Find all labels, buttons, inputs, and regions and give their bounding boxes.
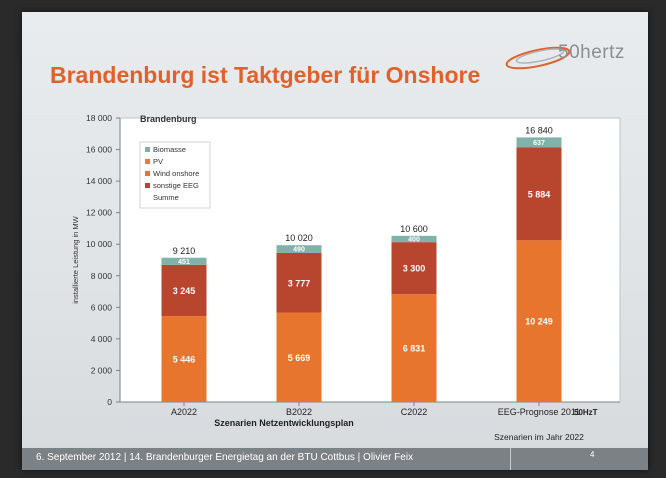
y-tick-label: 8 000: [91, 271, 113, 281]
y-tick-label: 4 000: [91, 334, 113, 344]
x-axis-label-right: Szenarien im Jahr 2022: [494, 432, 584, 442]
y-tick-label: 2 000: [91, 365, 113, 375]
y-tick-label: 14 000: [86, 176, 112, 186]
bar-segment: [161, 257, 207, 265]
footer-separator: [510, 448, 511, 470]
bar-value-label: 490: [293, 247, 305, 254]
bar-value-label: 400: [408, 236, 420, 243]
footer-text: 6. September 2012 | 14. Brandenburger En…: [36, 452, 414, 463]
page-number: 4: [590, 450, 595, 459]
logo-swoosh-icon: [505, 46, 571, 70]
y-tick-label: 12 000: [86, 208, 112, 218]
bar-segment: [391, 242, 437, 295]
x-tick-label: EEG-Prognose 2011: [498, 407, 580, 417]
bar-value-label: 3 245: [173, 286, 196, 296]
legend-item: sonstige EEG: [153, 181, 199, 190]
legend-swatch: [145, 159, 150, 164]
x-tick-label: C2022: [401, 407, 428, 417]
bar-segment: [276, 252, 322, 313]
logo-text: 50hertz: [558, 42, 625, 63]
bar-segment: [161, 264, 207, 317]
slide: Brandenburg ist Taktgeber für Onshore 50…: [22, 12, 648, 470]
y-tick-label: 0: [107, 397, 112, 407]
x-tick-suffix: 50HzT: [574, 408, 598, 417]
bar-segment: [516, 137, 562, 148]
bar-value-label: 10 249: [525, 317, 553, 327]
y-axis-label: installierte Leistung in MW: [71, 215, 80, 303]
bar-value-label: 3 300: [403, 264, 426, 274]
bar-total-label: 10 020: [285, 233, 313, 243]
stacked-bar-chart: 0 2 000 4 000 6 000 8 000 10 000 12 000 14 000 1…: [71, 113, 621, 442]
slide-title: Brandenburg ist Taktgeber für Onshore: [50, 62, 481, 88]
bar-segment: [516, 240, 562, 402]
legend-item: PV: [153, 157, 163, 166]
y-tick-label: 10 000: [86, 239, 112, 249]
bar-segment: [391, 235, 437, 243]
x-axis-label: Szenarien Netzentwicklungsplan: [214, 418, 354, 428]
bar-total-label: 16 840: [525, 125, 553, 135]
chart-title: Brandenburg: [140, 114, 197, 124]
bar-segment: [276, 245, 322, 253]
legend-swatch: [145, 171, 150, 176]
bar-total-label: 9 210: [173, 246, 196, 256]
bar-value-label: 3 777: [288, 278, 311, 288]
legend-box: [139, 141, 211, 209]
bar-segment: [161, 316, 207, 402]
bar-segment: [391, 294, 437, 402]
x-tick-label: A2022: [171, 407, 197, 417]
legend-swatch: [145, 147, 150, 152]
y-tick-label: 6 000: [91, 302, 113, 312]
bar-value-label: 5 884: [528, 189, 551, 199]
legend-swatch: [145, 183, 150, 188]
y-tick-label: 18 000: [86, 113, 112, 123]
bar-total-label: 10 600: [400, 224, 428, 234]
bar-value-label: 451: [178, 259, 190, 266]
legend-item: Biomasse: [153, 145, 186, 154]
bar-value-label: 6 831: [403, 344, 426, 354]
bar-value-label: 5 446: [173, 355, 196, 365]
bar-value-label: 637: [533, 140, 545, 147]
legend-item: Summe: [153, 193, 179, 202]
y-tick-label: 16 000: [86, 145, 112, 155]
x-tick-label: B2022: [286, 407, 312, 417]
legend-item: Wind onshore: [153, 169, 199, 178]
bar-segment: [516, 147, 562, 241]
bar-segment: [276, 312, 322, 402]
footer-bar: [22, 448, 648, 470]
bar-value-label: 5 669: [288, 353, 311, 363]
